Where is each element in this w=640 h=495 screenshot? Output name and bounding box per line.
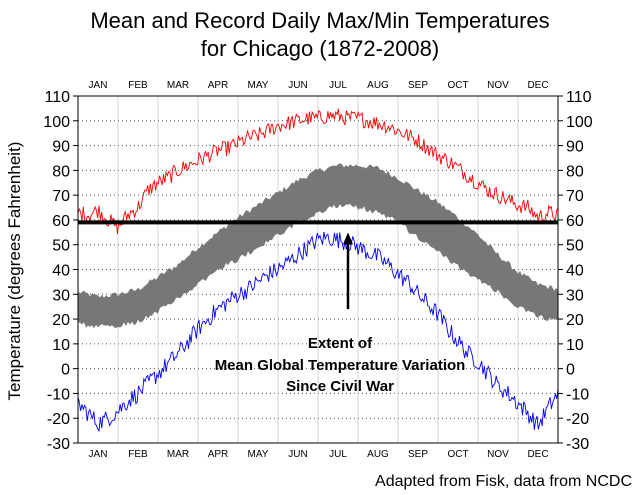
y-tick-label-left: 10 bbox=[52, 337, 70, 354]
y-tick-label-left: 110 bbox=[44, 89, 70, 106]
record-max-line bbox=[77, 108, 559, 234]
month-label-bottom: FEB bbox=[128, 449, 148, 460]
y-tick-label-right: 90 bbox=[566, 139, 584, 156]
y-tick-label-left: 80 bbox=[52, 163, 70, 180]
month-label-top: SEP bbox=[408, 80, 428, 91]
y-tick-label-right: -10 bbox=[566, 386, 589, 403]
y-tick-label-right: 70 bbox=[566, 188, 584, 205]
y-tick-label-left: 0 bbox=[61, 362, 70, 379]
month-label-top: JUN bbox=[288, 80, 307, 91]
annotation-line-1: Extent of bbox=[308, 335, 373, 352]
y-tick-label-right: 10 bbox=[566, 337, 584, 354]
y-tick-label-right: 60 bbox=[566, 213, 584, 230]
source-note: Adapted from Fisk, data from NCDC bbox=[375, 473, 632, 490]
y-axis-label: Temperature (degrees Fahrenheit) bbox=[5, 142, 24, 401]
y-tick-label-right: 40 bbox=[566, 263, 584, 280]
y-tick-label-left: 20 bbox=[52, 312, 70, 329]
month-label-bottom: AUG bbox=[367, 449, 389, 460]
chart-title-line-2: for Chicago (1872-2008) bbox=[201, 36, 439, 61]
annotation: Extent of Mean Global Temperature Variat… bbox=[215, 335, 466, 395]
annotation-line-2: Mean Global Temperature Variation bbox=[215, 357, 466, 374]
month-label-bottom: MAR bbox=[167, 449, 189, 460]
y-tick-label-right: 20 bbox=[566, 312, 584, 329]
y-tick-label-right: -30 bbox=[566, 436, 589, 453]
mean-range-band bbox=[78, 163, 558, 329]
annotation-line-3: Since Civil War bbox=[286, 378, 394, 395]
month-label-top: FEB bbox=[128, 80, 148, 91]
y-tick-label-left: -30 bbox=[47, 436, 70, 453]
y-tick-label-left: 100 bbox=[43, 114, 70, 131]
month-label-bottom: APR bbox=[208, 449, 229, 460]
month-labels-top: JAN FEB MAR APR MAY JUN JUL AUG SEP OCT NOV DEC bbox=[89, 80, 549, 91]
chart-title-line-1: Mean and Record Daily Max/Min Temperatur… bbox=[90, 8, 549, 33]
y-tick-label-left: -10 bbox=[47, 386, 70, 403]
month-label-bottom: DEC bbox=[527, 449, 548, 460]
y-tick-label-right: 30 bbox=[566, 287, 584, 304]
month-label-top: JAN bbox=[89, 80, 108, 91]
month-label-bottom: JUN bbox=[288, 449, 307, 460]
y-tick-label-right: 80 bbox=[566, 163, 584, 180]
y-tick-label-right: 100 bbox=[566, 114, 593, 131]
y-tick-label-left: 60 bbox=[52, 213, 70, 230]
y-tick-label-right: -20 bbox=[566, 411, 589, 428]
record-lines bbox=[77, 108, 559, 433]
y-tick-label-left: 70 bbox=[52, 188, 70, 205]
y-tick-label-left: -20 bbox=[47, 411, 70, 428]
month-label-bottom: NOV bbox=[487, 449, 509, 460]
y-tick-label-right: 0 bbox=[566, 362, 575, 379]
y-tick-label-left: 40 bbox=[52, 263, 70, 280]
y-tick-label-right: 110 bbox=[566, 89, 592, 106]
month-labels-bottom: JAN FEB MAR APR MAY JUN JUL AUG SEP OCT NOV DEC bbox=[89, 449, 549, 460]
gridlines bbox=[77, 95, 559, 444]
month-label-top: MAR bbox=[167, 80, 189, 91]
month-label-top: DEC bbox=[527, 80, 548, 91]
month-label-bottom: JUL bbox=[329, 449, 347, 460]
annotation-arrow-head bbox=[343, 232, 353, 245]
y-tick-label-left: 50 bbox=[52, 238, 70, 255]
mean-range-area bbox=[78, 163, 558, 329]
record-min-line bbox=[77, 231, 559, 433]
month-label-bottom: MAY bbox=[248, 449, 269, 460]
chart-titles: Mean and Record Daily Max/Min Temperatur… bbox=[90, 8, 549, 61]
month-label-top: NOV bbox=[487, 80, 509, 91]
y-tick-label-left: 30 bbox=[52, 287, 70, 304]
month-label-bottom: SEP bbox=[408, 449, 428, 460]
month-label-top: MAY bbox=[248, 80, 269, 91]
month-label-top: APR bbox=[208, 80, 229, 91]
month-label-top: JUL bbox=[329, 80, 347, 91]
month-label-top: AUG bbox=[367, 80, 389, 91]
y-tick-label-left: 90 bbox=[52, 139, 70, 156]
month-label-top: OCT bbox=[447, 80, 468, 91]
y-tick-label-right: 50 bbox=[566, 238, 584, 255]
reference-line-group bbox=[78, 220, 558, 310]
month-label-bottom: OCT bbox=[447, 449, 468, 460]
month-label-bottom: JAN bbox=[89, 449, 108, 460]
